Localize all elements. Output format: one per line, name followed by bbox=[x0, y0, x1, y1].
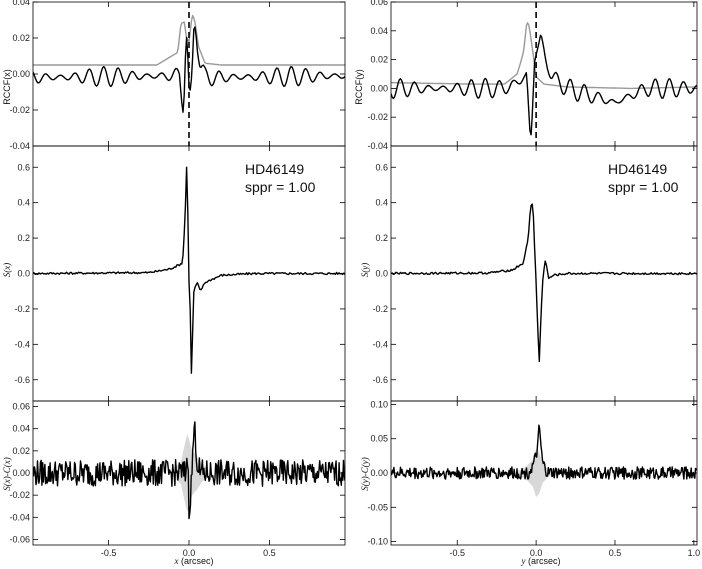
right-xlabel-var: y bbox=[520, 556, 525, 566]
right-target-label: HD46149 bbox=[608, 161, 667, 177]
right-bot-ytick-label: 0.10 bbox=[370, 399, 388, 409]
left-top-ylabel: RCCF(x) bbox=[2, 69, 12, 105]
right-top-series-1 bbox=[391, 34, 697, 136]
right-bot-ytick-label: 0.00 bbox=[370, 468, 388, 478]
left-mid-plot-area bbox=[33, 166, 345, 374]
left-mid-ytick-label: -0.2 bbox=[14, 304, 30, 314]
panel-right-bot: 0.10 0.05 0.00 -0.05 -0.10 -0.5 0.0 0.5 1.0 bbox=[367, 399, 700, 558]
left-sppr-label: sppr = 1.00 bbox=[245, 179, 316, 195]
left-bot-xtick-label: 0.0 bbox=[183, 548, 196, 558]
left-top-ytick-label: 0.00 bbox=[12, 69, 30, 79]
right-sppr-label: sppr = 1.00 bbox=[608, 179, 679, 195]
panel-right-mid: 0.6 0.4 0.2 0.0 -0.2 -0.4 -0.6 bbox=[372, 145, 698, 402]
right-bot-ylabel: S(y)-C(y) bbox=[360, 457, 370, 490]
right-top-plot-area bbox=[391, 22, 697, 136]
right-mid-ytick-label: 0.0 bbox=[375, 269, 388, 279]
left-bot-ytick-label: 0.04 bbox=[12, 424, 30, 434]
right-xlabel-unit: (arcsec) bbox=[528, 556, 561, 566]
right-bot-ytick-label: -0.10 bbox=[367, 537, 388, 547]
left-mid-ytick-label: 0.4 bbox=[17, 198, 30, 208]
left-top-ytick-label: -0.02 bbox=[9, 105, 30, 115]
panel-left-mid: 0.6 0.4 0.2 0.0 -0.2 -0.4 -0.6 bbox=[14, 145, 346, 402]
right-mid-ytick-label: -0.2 bbox=[372, 304, 388, 314]
right-mid-ytick-label: 0.6 bbox=[375, 162, 388, 172]
left-xlabel-var: x bbox=[173, 556, 178, 566]
right-top-ylabel: RCCF(y) bbox=[354, 69, 364, 105]
left-bot-ytick-label: -0.02 bbox=[9, 490, 30, 500]
right-bot-xtick-label: 0.0 bbox=[530, 548, 543, 558]
left-bot-ytick-label: 0.06 bbox=[12, 402, 30, 412]
right-bot-ytick-label: -0.05 bbox=[367, 502, 388, 512]
right-mid-ytick-label: -0.6 bbox=[372, 375, 388, 385]
left-bot-plot-area bbox=[33, 421, 345, 520]
right-mid-ytick-label: 0.2 bbox=[375, 233, 388, 243]
right-xlabel: y (arcsec) bbox=[520, 556, 560, 566]
left-top-series-0 bbox=[33, 14, 345, 66]
panel-right-top: 0.06 0.04 0.02 0.00 -0.02 -0.04 bbox=[367, 0, 698, 151]
right-bot-ytick-label: 0.05 bbox=[370, 434, 388, 444]
right-top-ytick-label: -0.04 bbox=[367, 141, 388, 151]
left-bot-confidence-band bbox=[172, 434, 209, 512]
right-mid-ylabel: S(y) bbox=[360, 263, 370, 278]
left-bot-series-0 bbox=[33, 421, 345, 520]
right-bot-plot-area bbox=[391, 424, 697, 497]
panel-left-top: 0.04 0.02 0.00 -0.02 -0.04 bbox=[9, 0, 346, 151]
left-bot-ylabel: S(x)-C(x) bbox=[2, 457, 12, 490]
right-bot-xtick-label: -0.5 bbox=[449, 548, 465, 558]
left-mid-ylabel: S(x) bbox=[2, 263, 12, 278]
right-top-ytick-label: 0.02 bbox=[370, 55, 388, 65]
right-top-series-0 bbox=[391, 22, 697, 90]
right-bot-series-0 bbox=[391, 424, 697, 480]
right-top-ytick-label: 0.00 bbox=[370, 83, 388, 93]
left-xlabel: x (arcsec) bbox=[173, 556, 213, 566]
right-top-ytick-label: -0.02 bbox=[367, 112, 388, 122]
panel-left-bot: 0.06 0.04 0.02 0.00 -0.02 -0.04 -0.06 -0.5 0.0 0.… bbox=[9, 400, 346, 558]
left-mid-ytick-label: 0.2 bbox=[17, 233, 30, 243]
right-top-ytick-label: 0.06 bbox=[370, 0, 388, 7]
left-mid-ytick-label: 0.6 bbox=[17, 162, 30, 172]
left-xlabel-unit: (arcsec) bbox=[181, 556, 214, 566]
left-target-label: HD46149 bbox=[245, 161, 304, 177]
right-mid-ytick-label: -0.4 bbox=[372, 339, 388, 349]
left-bot-xtick-label: 0.5 bbox=[263, 548, 276, 558]
right-top-ytick-label: 0.04 bbox=[370, 26, 388, 36]
left-bot-ytick-label: 0.02 bbox=[12, 446, 30, 456]
left-top-ytick-label: -0.04 bbox=[9, 141, 30, 151]
right-bot-confidence-band bbox=[517, 449, 555, 497]
right-mid-plot-area bbox=[391, 203, 697, 363]
right-bot-xtick-label: 0.5 bbox=[609, 548, 622, 558]
left-bot-xtick-label: -0.5 bbox=[101, 548, 117, 558]
left-mid-series-0 bbox=[33, 166, 345, 374]
right-top-frame bbox=[390, 1, 698, 147]
left-mid-ytick-label: 0.0 bbox=[17, 269, 30, 279]
left-bot-ytick-label: -0.06 bbox=[9, 534, 30, 544]
left-top-ytick-label: 0.04 bbox=[12, 0, 30, 7]
right-bot-xtick-label: 1.0 bbox=[688, 548, 701, 558]
left-mid-ytick-label: -0.6 bbox=[14, 375, 30, 385]
left-bot-ytick-label: -0.04 bbox=[9, 512, 30, 522]
left-mid-ytick-label: -0.4 bbox=[14, 339, 30, 349]
left-bot-ytick-label: 0.00 bbox=[12, 468, 30, 478]
right-mid-series-0 bbox=[391, 203, 697, 363]
right-mid-ytick-label: 0.4 bbox=[375, 198, 388, 208]
left-top-ytick-label: 0.02 bbox=[12, 33, 30, 43]
